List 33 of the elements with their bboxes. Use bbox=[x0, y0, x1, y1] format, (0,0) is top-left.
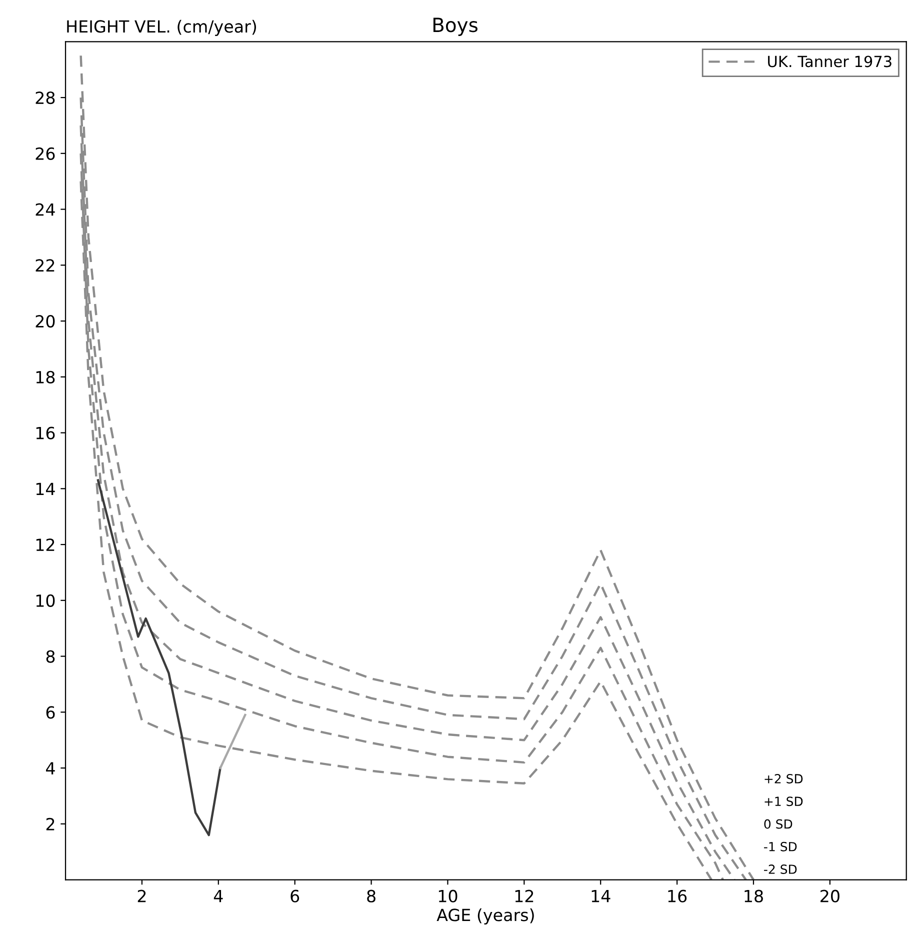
x-tick-label: 18 bbox=[744, 890, 763, 902]
y-tick-label: 24 bbox=[36, 203, 55, 216]
x-tick-label: 16 bbox=[668, 890, 687, 902]
x-tick-label: 14 bbox=[592, 890, 610, 902]
y-tick-label: 4 bbox=[46, 762, 55, 774]
chart-title: Boys bbox=[433, 18, 478, 36]
x-tick-label: 2 bbox=[138, 890, 146, 902]
annotation: +2 SD bbox=[764, 774, 803, 784]
y-tick-label: 16 bbox=[36, 426, 55, 440]
x-axis-title: AGE (years) bbox=[436, 908, 534, 925]
annotation: 0 SD bbox=[764, 819, 792, 829]
y-tick-label: 28 bbox=[36, 92, 55, 104]
y-axis-title: HEIGHT VEL. (cm/year) bbox=[67, 20, 256, 36]
y-tick-label: 20 bbox=[36, 314, 55, 328]
y-tick-label: 6 bbox=[46, 706, 55, 719]
y-tick-label: 2 bbox=[46, 818, 54, 830]
annotation: -1 SD bbox=[764, 842, 797, 852]
x-tick-label: 4 bbox=[214, 890, 223, 902]
x-tick-label: 20 bbox=[820, 890, 840, 902]
y-tick-label: 12 bbox=[36, 538, 54, 551]
annotation: +1 SD bbox=[764, 796, 803, 806]
y-tick-label: 26 bbox=[36, 147, 55, 160]
y-tick-label: 14 bbox=[36, 482, 55, 495]
y-tick-label: 10 bbox=[36, 594, 55, 607]
x-tick-label: 6 bbox=[290, 890, 300, 902]
y-tick-label: 8 bbox=[46, 650, 55, 663]
y-tick-label: 18 bbox=[36, 370, 55, 384]
y-tick-label: 22 bbox=[36, 259, 54, 272]
x-tick-label: 8 bbox=[367, 890, 376, 902]
x-tick-label: 10 bbox=[438, 890, 458, 902]
annotation: -2 SD bbox=[764, 864, 797, 874]
legend-label: UK. Tanner 1973 bbox=[768, 56, 892, 68]
x-tick-label: 12 bbox=[515, 890, 534, 902]
